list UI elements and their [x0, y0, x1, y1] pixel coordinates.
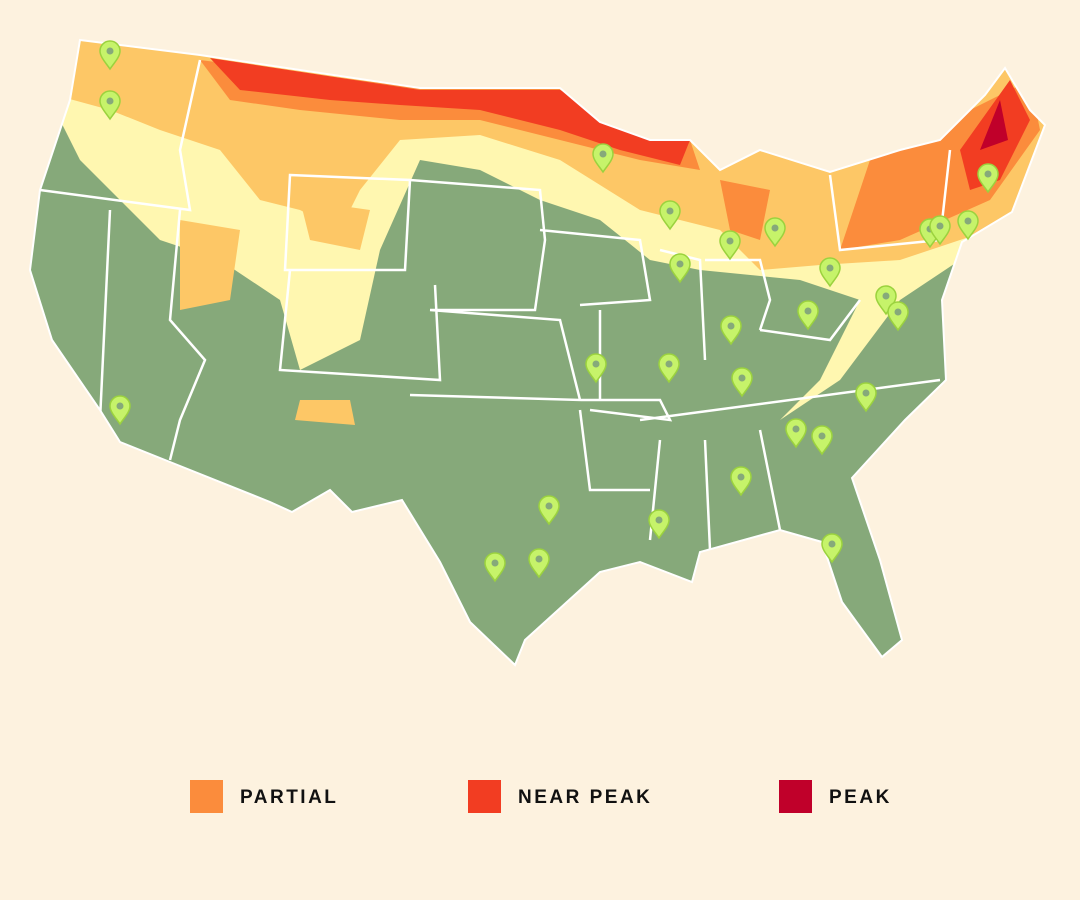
- pin: [592, 143, 614, 174]
- pin-dot: [964, 217, 972, 225]
- pin-shape: [797, 300, 819, 331]
- pin: [528, 548, 550, 579]
- pin: [811, 425, 833, 456]
- pin-dot: [894, 308, 902, 316]
- pin: [538, 495, 560, 526]
- pin-shape: [658, 353, 680, 384]
- pin: [484, 552, 506, 583]
- pin-shape: [648, 509, 670, 540]
- pin-dot: [545, 502, 553, 510]
- pin-dot: [818, 432, 826, 440]
- pin-dot: [491, 559, 499, 567]
- pin-shape: [929, 215, 951, 246]
- us-outline: [28, 38, 1047, 667]
- pin: [648, 509, 670, 540]
- pin: [819, 257, 841, 288]
- pin: [99, 40, 121, 71]
- pin-dot: [655, 516, 663, 524]
- pin-shape: [855, 382, 877, 413]
- pin-shape: [731, 367, 753, 398]
- pin: [821, 533, 843, 564]
- pin-shape: [977, 163, 999, 194]
- pin-dot: [882, 292, 890, 300]
- legend-swatch: [779, 780, 812, 813]
- pin: [669, 253, 691, 284]
- pin-dot: [738, 374, 746, 382]
- pin-shape: [669, 253, 691, 284]
- pin: [730, 466, 752, 497]
- pin-dot: [665, 360, 673, 368]
- pin-shape: [99, 90, 121, 121]
- region-partial: [200, 60, 1040, 250]
- pin-dot: [771, 224, 779, 232]
- pin: [719, 230, 741, 261]
- pin: [785, 418, 807, 449]
- pin: [585, 353, 607, 384]
- legend-label: PARTIAL: [240, 787, 338, 808]
- pin-dot: [666, 207, 674, 215]
- pin: [797, 300, 819, 331]
- pin-dot: [804, 307, 812, 315]
- pin: [764, 217, 786, 248]
- pin-shape: [887, 301, 909, 332]
- pin-shape: [785, 418, 807, 449]
- pin-dot: [116, 402, 124, 410]
- pin: [99, 90, 121, 121]
- pin-shape: [811, 425, 833, 456]
- pin-dot: [792, 425, 800, 433]
- pin-shape: [585, 353, 607, 384]
- pin: [109, 395, 131, 426]
- pin-dot: [106, 97, 114, 105]
- pin-shape: [764, 217, 786, 248]
- pin: [957, 210, 979, 241]
- pin-shape: [719, 230, 741, 261]
- pin-shape: [484, 552, 506, 583]
- pin-dot: [727, 322, 735, 330]
- pin-dot: [828, 540, 836, 548]
- pin-shape: [819, 257, 841, 288]
- pin-shape: [99, 40, 121, 71]
- legend: PARTIAL NEAR PEAK PEAK: [190, 780, 892, 813]
- pin: [887, 301, 909, 332]
- pin-shape: [659, 200, 681, 231]
- pin: [929, 215, 951, 246]
- pin-dot: [676, 260, 684, 268]
- pin-dot: [106, 47, 114, 55]
- pin-dot: [826, 264, 834, 272]
- region-yellow-west: [180, 200, 370, 425]
- pins: [99, 40, 999, 583]
- pin-dot: [726, 237, 734, 245]
- legend-swatch: [468, 780, 501, 813]
- pin-shape: [109, 395, 131, 426]
- pin-shape: [538, 495, 560, 526]
- pin-dot: [862, 389, 870, 397]
- pin-dot: [984, 170, 992, 178]
- pin-dot: [592, 360, 600, 368]
- pin-shape: [730, 466, 752, 497]
- pin: [731, 367, 753, 398]
- pin-dot: [936, 222, 944, 230]
- pin-dot: [599, 150, 607, 158]
- pin-shape: [821, 533, 843, 564]
- pin-dot: [535, 555, 543, 563]
- legend-label: PEAK: [829, 787, 892, 808]
- pin-shape: [592, 143, 614, 174]
- pin: [659, 200, 681, 231]
- pin-dot: [737, 473, 745, 481]
- pin: [977, 163, 999, 194]
- pin: [720, 315, 742, 346]
- pin: [658, 353, 680, 384]
- pin-shape: [957, 210, 979, 241]
- pin-shape: [528, 548, 550, 579]
- pin: [855, 382, 877, 413]
- pin-shape: [720, 315, 742, 346]
- legend-swatch: [190, 780, 223, 813]
- legend-label: NEAR PEAK: [518, 787, 652, 808]
